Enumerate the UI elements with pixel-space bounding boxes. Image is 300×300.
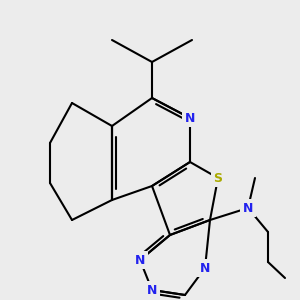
Text: N: N (243, 202, 253, 214)
Text: N: N (147, 284, 157, 296)
Text: S: S (214, 172, 223, 184)
Text: N: N (135, 254, 145, 266)
Text: N: N (185, 112, 195, 124)
Text: N: N (200, 262, 210, 275)
